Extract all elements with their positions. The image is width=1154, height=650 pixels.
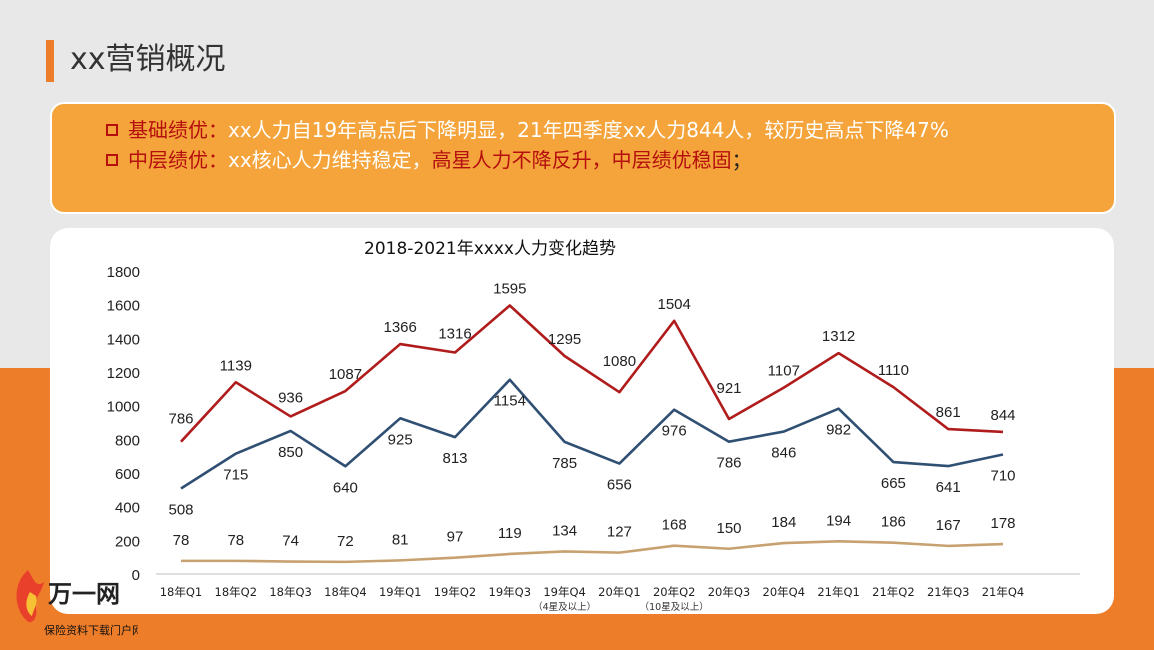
data-label: 72 [337, 533, 354, 550]
logo-tagline-text: 保险资料下载门户网站 [44, 623, 138, 637]
data-label: 1080 [603, 353, 636, 370]
x-tick-label: 21年Q3 [927, 585, 970, 599]
data-label: 186 [881, 514, 906, 531]
chart-panel: 2018-2021年xxxx人力变化趋势 0 200 400 600 800 1000 120… [50, 228, 1114, 614]
data-label: 656 [607, 477, 632, 494]
summary-text: xx人力自19年高点后下降明显，21年四季度xx人力844人，较历史高点下降47… [228, 118, 949, 142]
data-label: 844 [990, 407, 1015, 424]
data-label: 1110 [878, 362, 909, 379]
y-tick-label: 200 [115, 533, 140, 550]
summary-box: 基础绩优：xx人力自19年高点后下降明显，21年四季度xx人力844人，较历史高… [50, 102, 1116, 214]
data-label: 74 [282, 533, 299, 550]
data-label: 850 [278, 444, 303, 461]
x-tick-label: 20年Q4 [763, 585, 806, 599]
x-tick-label: 20年Q3 [708, 585, 751, 599]
data-label: 194 [826, 512, 851, 529]
summary-label: 基础绩优： [128, 118, 228, 142]
x-tick-note: （4星及以上） [533, 601, 596, 613]
data-label: 1154 [494, 393, 526, 410]
data-label: 982 [826, 422, 851, 439]
x-tick-label: 21年Q2 [872, 585, 915, 599]
series-line-2 [181, 380, 1003, 489]
line-chart: 2018-2021年xxxx人力变化趋势02004006008001000120… [50, 228, 1114, 614]
data-label: 925 [388, 431, 413, 448]
data-label: 976 [662, 423, 687, 440]
chart-title: 2018-2021年xxxx人力变化趋势 [364, 239, 616, 259]
x-tick-label: 21年Q4 [982, 585, 1025, 599]
bullet-square-icon [106, 124, 118, 136]
data-label: 78 [173, 532, 190, 549]
data-label: 861 [936, 404, 961, 421]
data-label: 78 [227, 532, 244, 549]
title-accent-bar [46, 40, 54, 82]
data-label: 1087 [329, 366, 362, 383]
summary-highlight: 高星人力不降反升，中层绩优稳固 [432, 148, 732, 172]
data-label: 119 [498, 525, 522, 542]
data-label: 1595 [493, 281, 526, 298]
summary-text: xx核心人力维持稳定， [228, 148, 432, 172]
x-tick-label: 20年Q2 [653, 585, 696, 599]
x-tick-note: （10星及以上） [640, 601, 709, 613]
x-tick-label: 19年Q1 [379, 585, 422, 599]
data-label: 127 [607, 524, 632, 541]
x-tick-label: 21年Q1 [817, 585, 860, 599]
y-tick-label: 400 [115, 500, 140, 517]
y-tick-label: 1200 [107, 365, 140, 382]
data-label: 150 [716, 520, 741, 537]
x-tick-label: 18年Q3 [269, 585, 312, 599]
data-label: 1139 [220, 357, 252, 374]
data-label: 184 [771, 514, 796, 531]
summary-tail: ； [732, 148, 752, 172]
summary-line-2: 中层绩优：xx核心人力维持稳定，高星人力不降反升，中层绩优稳固； [106, 144, 752, 173]
data-label: 846 [771, 445, 796, 462]
series-line-3 [181, 541, 1003, 562]
summary-line-1: 基础绩优：xx人力自19年高点后下降明显，21年四季度xx人力844人，较历史高… [106, 114, 949, 143]
data-label: 936 [278, 389, 303, 406]
data-label: 1504 [658, 296, 691, 313]
data-label: 508 [168, 501, 193, 518]
y-tick-label: 1800 [107, 264, 140, 281]
data-label: 81 [392, 531, 409, 548]
y-tick-label: 1000 [107, 399, 140, 416]
x-tick-label: 18年Q1 [160, 585, 203, 599]
logo-brand-text: 万一网 [48, 581, 120, 608]
data-label: 1295 [548, 331, 581, 348]
y-tick-label: 800 [115, 432, 140, 449]
y-tick-label: 1400 [107, 331, 140, 348]
data-label: 1312 [822, 328, 855, 345]
data-label: 1316 [438, 325, 471, 342]
data-label: 134 [552, 522, 577, 539]
data-label: 641 [936, 479, 961, 496]
data-label: 786 [716, 455, 741, 472]
x-tick-label: 20年Q1 [598, 585, 641, 599]
bullet-square-icon [106, 154, 118, 166]
data-label: 1366 [384, 319, 417, 336]
x-tick-label: 18年Q2 [215, 585, 258, 599]
x-tick-label: 18年Q4 [324, 585, 367, 599]
data-label: 710 [990, 467, 1015, 484]
data-label: 921 [716, 380, 741, 397]
data-label: 715 [223, 467, 248, 484]
y-tick-label: 1600 [107, 298, 140, 315]
data-label: 97 [447, 529, 464, 546]
data-label: 813 [442, 450, 467, 467]
x-tick-label: 19年Q4 [543, 585, 586, 599]
data-label: 786 [168, 411, 193, 428]
page-title: xx营销概况 [70, 38, 226, 82]
data-label: 665 [881, 475, 906, 492]
data-label: 640 [333, 479, 358, 496]
data-label: 1107 [768, 363, 800, 380]
data-label: 168 [662, 517, 687, 534]
data-label: 167 [936, 517, 961, 534]
data-label: 785 [552, 455, 577, 472]
summary-label: 中层绩优： [128, 148, 228, 172]
brand-logo: 万一网 保险资料下载门户网站 [8, 562, 138, 646]
y-tick-label: 600 [115, 466, 140, 483]
x-tick-label: 19年Q3 [489, 585, 532, 599]
x-tick-label: 19年Q2 [434, 585, 477, 599]
data-label: 178 [990, 515, 1015, 532]
